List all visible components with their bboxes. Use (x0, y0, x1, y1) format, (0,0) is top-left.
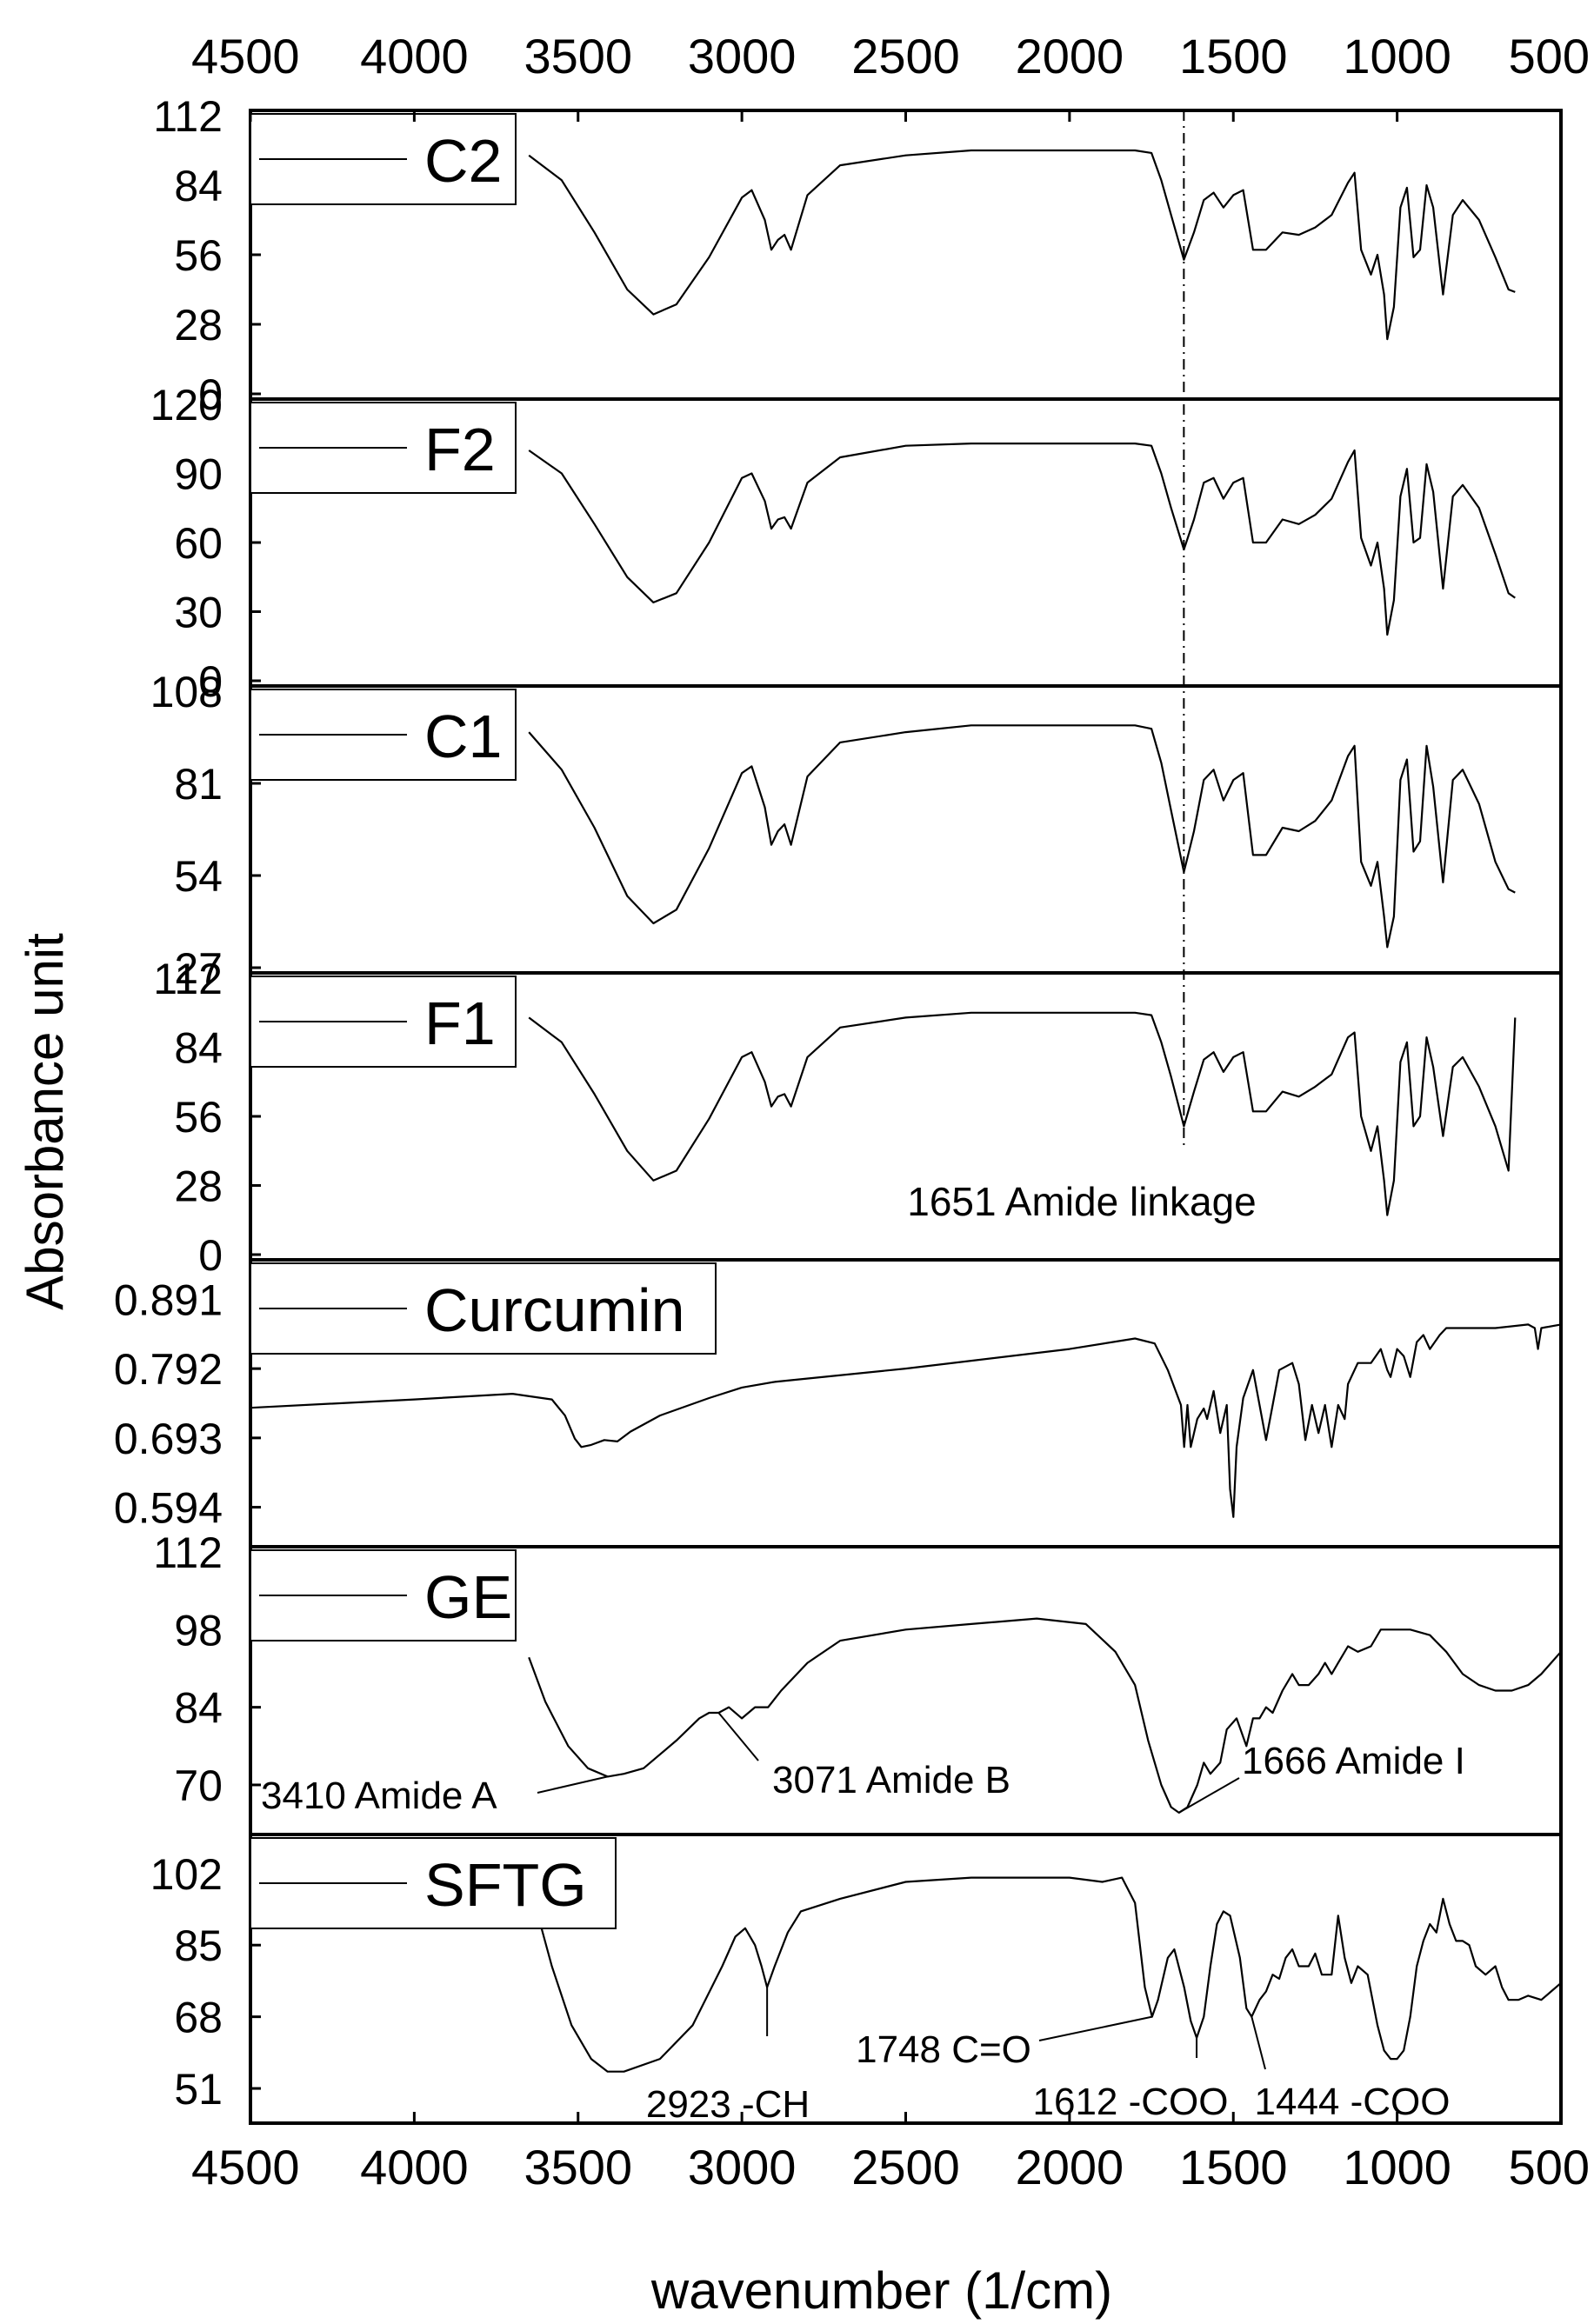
x-tick-label-top: 4000 (360, 29, 469, 83)
y-tick-label: 108 (150, 668, 223, 716)
series-line-f2 (528, 443, 1516, 636)
x-tick-label-top: 2000 (1016, 29, 1124, 83)
series-line-curcumin (250, 1323, 1562, 1518)
annotation-leader (537, 1775, 608, 1794)
x-tick-label-bottom: 1000 (1343, 2140, 1451, 2194)
panel-c2: 112 84 56 28 0 C2 (153, 92, 1563, 419)
x-tick-label-top: 3000 (688, 29, 797, 83)
annotation-label: 1666 Amide I (1242, 1740, 1465, 1782)
series-line-c2 (528, 149, 1516, 341)
panel-f1: 112 84 56 28 0 F1 (153, 955, 1563, 1280)
y-tick-label: 90 (174, 450, 223, 499)
annotation-label: 1748 C=O (856, 2028, 1031, 2071)
y-tick-label: 0.792 (114, 1345, 223, 1394)
y-tick-label: 112 (153, 92, 223, 141)
top-x-axis: 4500 4000 3500 3000 2500 2000 1500 1000 500 (191, 29, 1590, 122)
x-tick-label-top: 1500 (1179, 29, 1288, 83)
y-tick-label: 56 (174, 231, 223, 280)
legend-label: C1 (424, 703, 502, 770)
x-tick-label-top: 2500 (851, 29, 960, 83)
legend: F2 (250, 402, 517, 494)
y-tick-label: 0.594 (114, 1484, 223, 1533)
y-tick-label: 0 (198, 370, 223, 419)
x-tick-label-bottom: 2000 (1016, 2140, 1124, 2194)
legend-label: SFTG (424, 1851, 587, 1919)
panel-ge: 112 98 84 70 GE (153, 1528, 1563, 1836)
legend: SFTG (250, 1837, 617, 1929)
annotation-leader (717, 1712, 759, 1761)
legend-label: Curcumin (424, 1276, 685, 1344)
y-tick-label: 0.693 (114, 1415, 223, 1463)
x-tick-label-bottom: 1500 (1179, 2140, 1288, 2194)
y-tick-label: 0 (198, 657, 223, 706)
legend: Curcumin (250, 1262, 717, 1355)
legend: C1 (250, 689, 517, 781)
y-tick-label: 112 (153, 955, 223, 1003)
series-line-sftg (528, 1876, 1562, 2073)
annotation-label: 2923 -CH (646, 2083, 810, 2126)
annotation-leader (1178, 1777, 1240, 1814)
x-tick-label-bottom: 4000 (360, 2140, 469, 2194)
y-tick-label: 85 (174, 1921, 223, 1970)
x-tick-label-bottom: 4500 (191, 2140, 300, 2194)
y-tick-label: 98 (174, 1606, 223, 1655)
series-line-ge (528, 1617, 1562, 1814)
annotation-leader (1038, 2015, 1153, 2041)
y-tick-label: 27 (174, 944, 223, 993)
annotation-label: 1612 -COO (1033, 2081, 1229, 2123)
legend-label: C2 (424, 127, 502, 195)
y-tick-label: 102 (150, 1850, 223, 1899)
y-tick-label: 30 (174, 589, 223, 637)
annotation-label: 3410 Amide A (261, 1775, 497, 1817)
legend: C2 (250, 113, 517, 205)
panel-f2: 120 90 60 30 0 F2 (150, 381, 1563, 706)
x-tick-label-top: 3500 (524, 29, 632, 83)
y-tick-label: 68 (174, 1994, 223, 2042)
legend: F1 (250, 976, 517, 1068)
y-tick-label: 0.891 (114, 1275, 223, 1324)
y-tick-label: 84 (174, 1684, 223, 1733)
panel-curcumin: 0.891 0.792 0.693 0.594 Curcumin (114, 1258, 1563, 1548)
x-tick-label-top: 500 (1509, 29, 1590, 83)
annotations-group: 1651 Amide linkage 3410 Amide A 3071 Amide… (261, 110, 1465, 2126)
legend-label: F2 (424, 416, 496, 483)
x-tick-label-bottom: 3500 (524, 2140, 632, 2194)
annotation-label: 1651 Amide linkage (907, 1179, 1257, 1224)
y-tick-label: 0 (198, 1231, 223, 1280)
x-tick-label-top: 1000 (1343, 29, 1451, 83)
annotation-label: 1444 -COO (1255, 2081, 1451, 2123)
series-line-f1 (528, 1011, 1517, 1216)
legend-label: F1 (424, 989, 496, 1057)
y-axis-label: Absorbance unit (16, 933, 74, 1310)
y-tick-label: 51 (174, 2065, 223, 2114)
annotation-label: 3071 Amide B (772, 1759, 1010, 1801)
annotation-leader (1251, 2016, 1266, 2070)
panel-c1: 108 81 54 27 C1 (150, 668, 1563, 993)
y-tick-label: 28 (174, 301, 223, 350)
y-tick-label: 120 (150, 381, 223, 430)
y-tick-label: 84 (174, 162, 223, 210)
panel-sftg: 102 85 68 51 SFTG (150, 1833, 1563, 2125)
legend: GE (250, 1549, 517, 1641)
y-tick-label: 84 (174, 1024, 223, 1073)
bottom-x-axis: 4500 4000 3500 3000 2500 2000 1500 1000 500 (191, 2112, 1590, 2194)
y-tick-label: 56 (174, 1093, 223, 1142)
x-tick-label-top: 4500 (191, 29, 300, 83)
y-tick-label: 54 (174, 852, 223, 901)
x-tick-label-bottom: 3000 (688, 2140, 797, 2194)
y-tick-label: 60 (174, 519, 223, 568)
y-tick-label: 28 (174, 1162, 223, 1211)
legend-label: GE (424, 1563, 512, 1631)
x-tick-label-bottom: 500 (1509, 2140, 1590, 2194)
y-tick-label: 112 (153, 1528, 223, 1577)
panels-group: 112 84 56 28 0 C2 120 90 60 30 0 F2 108 81 54 27 C1 112 84… (114, 92, 1563, 2125)
y-tick-label: 81 (174, 760, 223, 809)
y-tick-label: 70 (174, 1761, 223, 1810)
series-line-c1 (528, 724, 1516, 949)
x-tick-label-bottom: 2500 (851, 2140, 960, 2194)
x-axis-label: wavenumber (1/cm) (650, 2261, 1112, 2320)
